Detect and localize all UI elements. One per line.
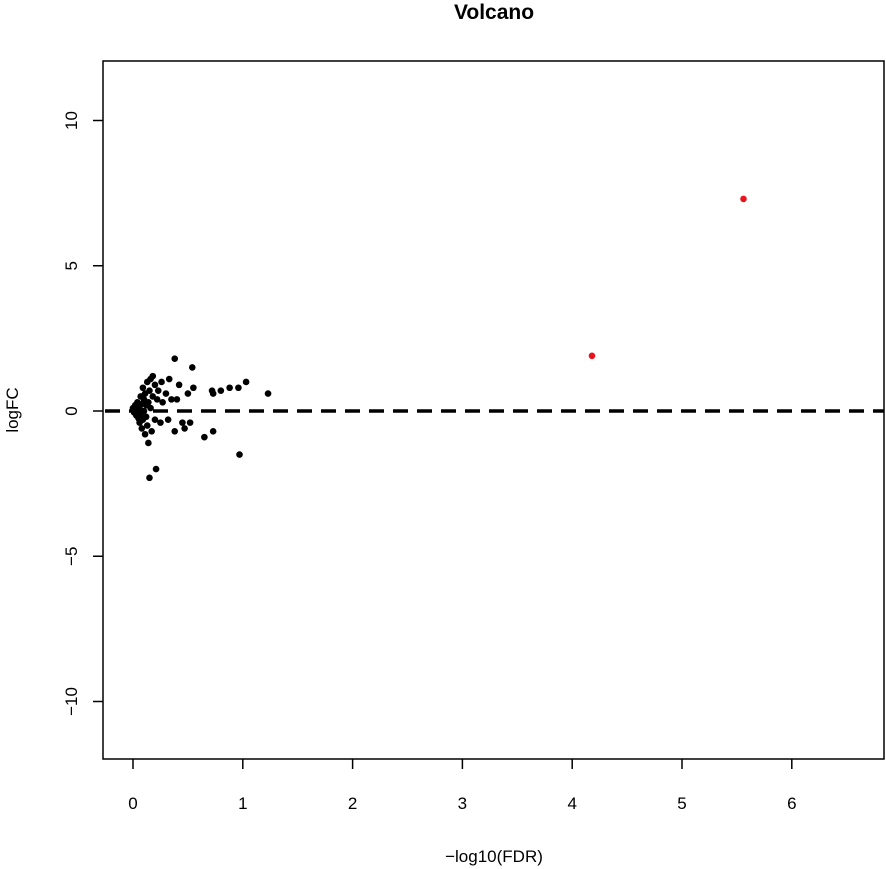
y-tick-label: 5 [62, 261, 81, 270]
data-point [140, 407, 148, 415]
data-point [151, 381, 159, 389]
data-point [148, 428, 155, 435]
data-point [188, 364, 196, 371]
data-point [162, 390, 170, 397]
data-point [146, 387, 153, 394]
y-axis-label: logFC [3, 387, 22, 432]
x-axis: 0 1 2 3 4 5 6 [128, 759, 797, 813]
data-point [209, 428, 217, 435]
data-point [141, 430, 149, 438]
data-point [242, 378, 250, 386]
x-tick-label: 1 [238, 794, 247, 813]
x-tick-label: 5 [677, 794, 686, 813]
data-point [175, 381, 183, 389]
y-axis: −10 −5 0 5 10 [62, 111, 103, 716]
x-tick-label: 2 [348, 794, 357, 813]
data-point [149, 372, 157, 380]
data-point [142, 413, 150, 421]
data-point [154, 387, 162, 394]
data-point [143, 422, 151, 429]
significant-point [740, 195, 747, 203]
y-tick-label: 0 [62, 406, 81, 415]
y-tick-label: −5 [62, 547, 81, 566]
data-point [146, 474, 153, 482]
data-point [157, 419, 164, 426]
data-point [139, 384, 147, 392]
data-point [264, 390, 272, 397]
x-tick-label: 3 [458, 794, 467, 813]
data-point [201, 433, 208, 441]
data-point [226, 384, 233, 392]
data-point [179, 419, 186, 426]
significant-point [588, 352, 596, 360]
data-point [173, 396, 181, 403]
data-point [236, 451, 243, 458]
data-point [209, 390, 217, 397]
data-point [138, 425, 146, 432]
data-point [171, 355, 179, 363]
data-point [184, 390, 192, 397]
x-tick-label: 0 [128, 794, 137, 813]
data-point [186, 419, 194, 426]
data-point [217, 387, 225, 394]
data-point [158, 378, 165, 386]
data-point [164, 416, 172, 424]
data-point [151, 416, 159, 424]
data-point [147, 404, 154, 412]
data-point [235, 384, 242, 392]
x-tick-label: 4 [567, 794, 576, 813]
data-point [145, 439, 152, 447]
data-point [145, 398, 152, 406]
y-tick-label: 10 [62, 111, 81, 130]
data-point [171, 428, 179, 435]
y-tick-label: −10 [62, 687, 81, 716]
data-point [152, 465, 160, 473]
data-points [129, 195, 747, 482]
data-point [153, 396, 161, 403]
data-point [181, 425, 188, 432]
data-point [168, 396, 175, 403]
data-point [190, 384, 197, 392]
x-tick-label: 6 [787, 794, 796, 813]
chart-title: Volcano [454, 1, 534, 24]
x-axis-label: −log10(FDR) [445, 847, 543, 866]
data-point [165, 375, 173, 383]
data-point [159, 398, 166, 406]
